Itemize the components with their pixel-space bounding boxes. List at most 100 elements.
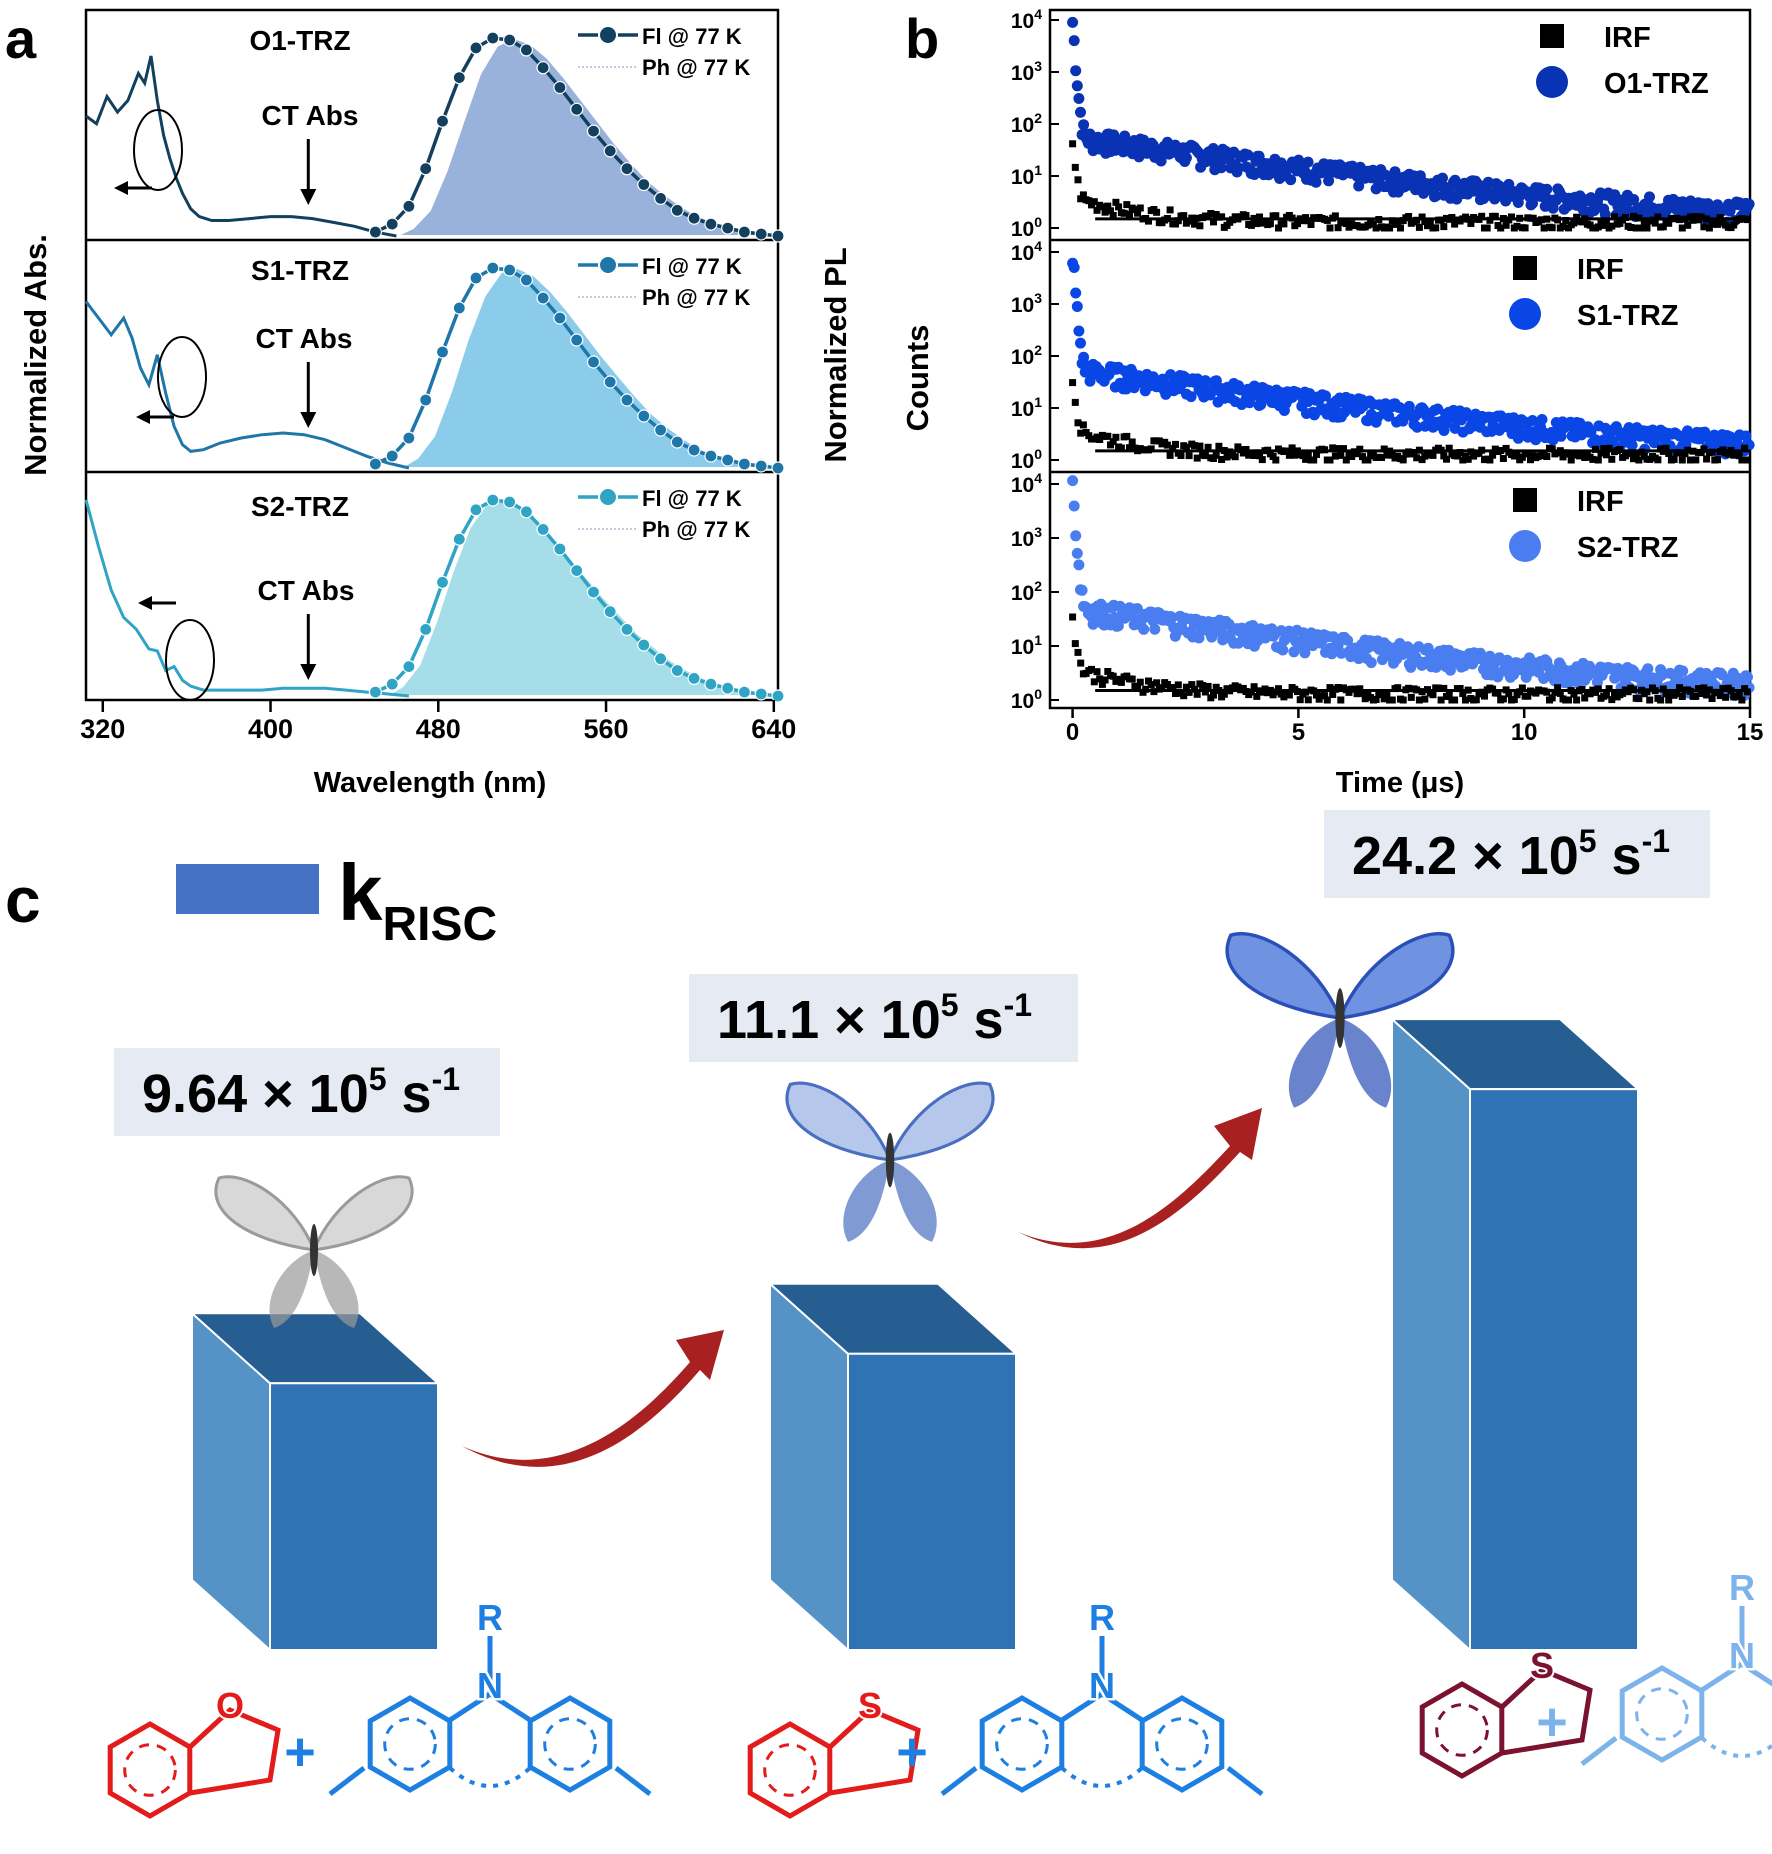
irf-point bbox=[1415, 223, 1423, 231]
irf-point bbox=[1705, 224, 1713, 232]
value-label-3: 24.2 × 105 s-1 bbox=[1324, 810, 1710, 898]
irf-point bbox=[1199, 682, 1207, 689]
increase-arrow-1 bbox=[462, 1330, 724, 1467]
irf-point bbox=[1692, 692, 1700, 700]
acceptor-ring-right bbox=[1139, 1695, 1225, 1793]
panel-title-1: O1-TRZ bbox=[249, 25, 350, 56]
acceptor-ring-left-inner bbox=[1635, 1687, 1689, 1741]
legend-sample-marker-2 bbox=[1509, 298, 1541, 330]
irf-point bbox=[1079, 421, 1087, 429]
irf-point bbox=[1570, 219, 1578, 227]
legend-irf-marker-1 bbox=[1540, 24, 1564, 48]
decay-point bbox=[1677, 665, 1689, 677]
donor-benzene-inner bbox=[1435, 1703, 1489, 1757]
irf-point bbox=[1280, 220, 1288, 228]
irf-point bbox=[1716, 692, 1724, 700]
irf-point bbox=[1307, 221, 1315, 228]
fl-point bbox=[469, 503, 483, 517]
legend-sample-marker-1 bbox=[1536, 66, 1568, 98]
irf-point bbox=[1256, 213, 1263, 221]
decay-point bbox=[1674, 430, 1685, 442]
irf-point bbox=[1445, 444, 1453, 452]
irf-point bbox=[1356, 445, 1364, 453]
irf-point bbox=[1502, 444, 1510, 452]
irf-point bbox=[1090, 198, 1098, 206]
irf-point bbox=[1638, 224, 1646, 232]
irf-point bbox=[1136, 678, 1144, 686]
irf-point bbox=[1372, 224, 1380, 232]
value-exp: 5 bbox=[941, 987, 959, 1023]
value-label-bg-1 bbox=[114, 1048, 500, 1136]
fl-point bbox=[368, 685, 382, 699]
irf-point bbox=[1524, 449, 1532, 457]
value-label-text-3: 24.2 × 105 s-1 bbox=[1352, 823, 1670, 886]
irf-point bbox=[1185, 452, 1193, 460]
decay-point bbox=[1075, 337, 1086, 349]
chart-b-xtick-label: 15 bbox=[1737, 719, 1764, 746]
legend-fl-ball-3 bbox=[598, 487, 618, 507]
irf-point bbox=[1651, 219, 1659, 227]
irf-point bbox=[1069, 379, 1077, 387]
irf-point bbox=[1247, 221, 1255, 229]
irf-point bbox=[1722, 693, 1730, 701]
irf-point bbox=[1600, 221, 1608, 229]
irf-point bbox=[1326, 224, 1334, 232]
fl-point bbox=[721, 681, 735, 695]
chart-b-ytick-label: 102 bbox=[1011, 110, 1042, 137]
irf-point bbox=[1302, 455, 1310, 463]
fl-point bbox=[368, 225, 382, 239]
irf-point bbox=[1210, 218, 1217, 226]
irf-point bbox=[1356, 685, 1364, 693]
decay-point bbox=[1310, 176, 1322, 188]
irf-point bbox=[1323, 696, 1331, 704]
irf-point bbox=[1676, 684, 1683, 692]
ct-abs-label-3: CT Abs bbox=[258, 575, 355, 606]
chart-b-xlabel: Time (μs) bbox=[1336, 767, 1464, 799]
irf-point bbox=[1665, 219, 1673, 227]
irf-point bbox=[1378, 689, 1385, 697]
irf-point bbox=[1253, 692, 1261, 700]
ytick-exp: 0 bbox=[1034, 214, 1042, 230]
ytick-base: 10 bbox=[1011, 450, 1034, 473]
ytick-exp: 2 bbox=[1034, 110, 1042, 126]
fl-point bbox=[385, 677, 399, 691]
irf-point bbox=[1220, 690, 1228, 698]
irf-point bbox=[1594, 456, 1602, 464]
irf-point bbox=[1676, 449, 1683, 457]
fl-point bbox=[452, 70, 466, 85]
irf-point bbox=[1510, 696, 1518, 704]
fl-point bbox=[469, 271, 483, 285]
irf-point bbox=[1256, 452, 1263, 460]
fl-point bbox=[519, 43, 534, 57]
irf-point bbox=[1172, 690, 1179, 697]
irf-point bbox=[1250, 683, 1258, 691]
irf-point bbox=[1719, 217, 1727, 225]
irf-point bbox=[1329, 691, 1337, 698]
irf-point bbox=[1478, 212, 1486, 220]
chart-a-ylabel-right: Normalized PL bbox=[818, 247, 853, 462]
decay-point bbox=[1585, 426, 1597, 438]
irf-point bbox=[1738, 456, 1746, 464]
irf-point bbox=[1196, 442, 1204, 450]
irf-point bbox=[1505, 690, 1513, 698]
ytick-base: 10 bbox=[1011, 582, 1034, 605]
donor-benzene bbox=[747, 1721, 833, 1819]
chart-b-ytick-label: 101 bbox=[1011, 162, 1042, 189]
ct-abs-label-2: CT Abs bbox=[256, 323, 353, 354]
plus-sign: + bbox=[896, 1722, 928, 1782]
irf-point bbox=[1597, 449, 1605, 457]
butterfly-wing bbox=[1337, 932, 1455, 1021]
irf-point bbox=[1437, 696, 1445, 704]
decay-point bbox=[1536, 414, 1548, 425]
ytick-exp: 1 bbox=[1034, 162, 1042, 178]
legend-irf-label-3: IRF bbox=[1577, 486, 1624, 518]
ct-abs-arrowhead-1 bbox=[300, 189, 317, 205]
ytick-exp: 4 bbox=[1034, 238, 1042, 254]
axis-ellipse-2 bbox=[157, 336, 207, 418]
irf-point bbox=[1131, 206, 1139, 214]
irf-point bbox=[1551, 688, 1559, 696]
butterfly-body bbox=[310, 1224, 318, 1276]
fl-point bbox=[586, 585, 601, 599]
irf-point bbox=[1182, 683, 1190, 691]
irf-point bbox=[1369, 220, 1377, 228]
